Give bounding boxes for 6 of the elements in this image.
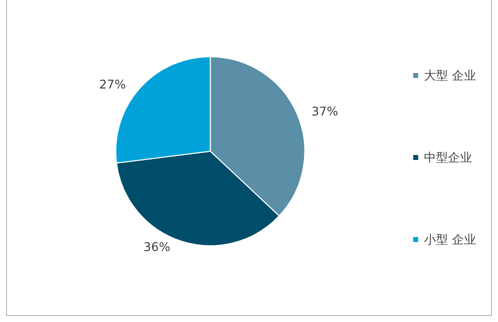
data-label: 27% (99, 78, 126, 92)
data-label: 36% (144, 240, 170, 254)
legend-label: 大型 企业 (424, 68, 476, 82)
data-label: 37% (312, 104, 338, 118)
legend-label: 中型企业 (424, 150, 472, 164)
legend-label: 小型 企业 (424, 232, 476, 246)
